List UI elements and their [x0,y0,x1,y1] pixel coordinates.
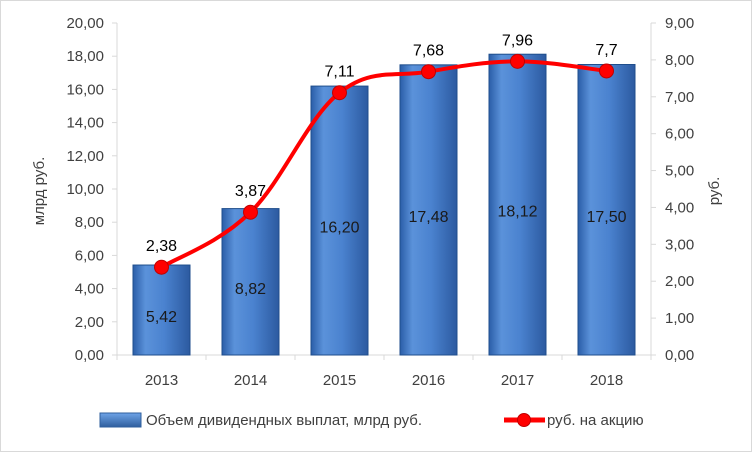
bar [488,53,547,356]
left-tick-label: 2,00 [75,314,104,331]
left-tick-label: 4,00 [75,281,104,298]
x-tick-label: 2014 [234,372,267,389]
right-axis-label: руб. [706,177,723,206]
line-value-label: 7,11 [325,64,355,81]
left-axis: 0,00 2,00 4,00 6,00 8,00 10,00 12,00 14,00 16,00… [66,15,118,364]
bar [132,264,191,356]
line-point [599,63,614,79]
right-tick-label: 0,00 [665,347,694,364]
legend-bar-label: Объем дивидендных выплат, млрд руб. [146,412,422,429]
left-tick-label: 18,00 [66,48,104,65]
left-tick-label: 8,00 [75,214,104,231]
line-value-label: 7,68 [413,43,444,60]
right-tick-label: 3,00 [665,236,694,253]
line-value-label: 7,7 [595,42,617,59]
bar [577,64,636,356]
x-tick-label: 2018 [590,372,623,389]
line-series [154,53,614,275]
bar-value-label: 8,82 [235,281,266,298]
x-axis: 2013 2014 2015 2016 2017 2018 [116,354,652,389]
left-tick-label: 10,00 [66,181,104,198]
line-point [510,53,525,69]
line-value-label: 3,87 [235,183,266,200]
right-tick-label: 6,00 [665,126,694,143]
left-tick-label: 12,00 [66,148,104,165]
bar [399,64,458,356]
bar-value-label: 16,20 [319,220,359,237]
right-tick-label: 5,00 [665,163,694,180]
line-value-label: 7,96 [502,32,533,49]
bars [132,53,636,356]
right-tick-label: 1,00 [665,310,694,327]
x-tick-label: 2017 [501,372,534,389]
x-tick-label: 2016 [412,372,445,389]
x-tick-label: 2015 [323,372,356,389]
legend-line-marker [517,413,531,427]
right-tick-label: 9,00 [665,15,694,32]
line-point [332,85,347,101]
right-tick-label: 8,00 [665,52,694,69]
legend: Объем дивидендных выплат, млрд руб. руб.… [99,412,644,429]
left-tick-label: 16,00 [66,81,104,98]
line-point [154,259,169,275]
bar [310,85,369,356]
right-tick-label: 4,00 [665,199,694,216]
left-tick-label: 6,00 [75,247,104,264]
left-tick-label: 20,00 [66,15,104,32]
bar-value-label: 17,48 [408,209,448,226]
bar [221,208,280,356]
data-labels: 5,42 8,82 16,20 17,48 18,12 17,50 2,38 3,87 7,11… [146,32,627,326]
right-axis: 0,00 1,00 2,00 3,00 4,00 5,00 6,00 7,00 8,00 9,00 [650,15,694,364]
right-tick-label: 7,00 [665,89,694,106]
legend-line-label: руб. на акцию [547,412,644,429]
line-point [243,204,258,220]
right-tick-label: 2,00 [665,273,694,290]
left-tick-label: 0,00 [75,347,104,364]
line-value-label: 2,38 [146,238,177,255]
bar-value-label: 18,12 [497,204,537,221]
x-tick-label: 2013 [145,372,178,389]
bar-value-label: 17,50 [586,209,626,226]
left-tick-label: 14,00 [66,115,104,132]
bar-value-label: 5,42 [146,309,177,326]
line-point [421,64,436,80]
legend-bar-swatch [99,412,142,428]
left-axis-label: млрд руб. [31,157,48,226]
